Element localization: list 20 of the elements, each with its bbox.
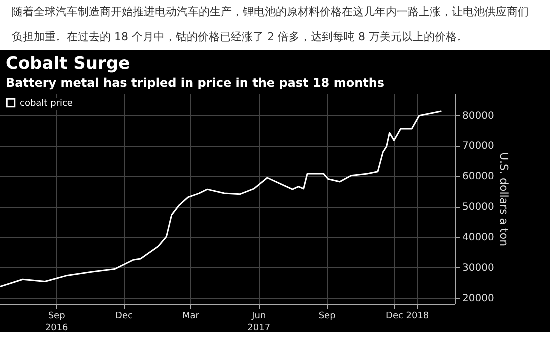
x-tick-label: Sep: [318, 312, 336, 322]
y-tick-label: 40000: [462, 232, 494, 244]
legend-label: cobalt price: [20, 99, 74, 109]
chart-title: Cobalt Surge: [6, 54, 130, 74]
text: 随着全球汽车制造商开始推进电动汽车的生产，锂电池的原材料价格在这几年内一路上涨，让电池供应商们负担加重。在过去的 18 个月中，钴的价格已经涨了 2 倍多，达到每吨 8 万美元以上的价格。: [12, 6, 529, 44]
x-tick-label: Jun 2017: [248, 312, 271, 334]
x-tick-label: Dec: [386, 312, 404, 322]
chart-subtitle: Battery metal has tripled in price in the past 18 months: [6, 76, 385, 90]
y-tick-label: 50000: [462, 202, 494, 214]
x-tick-label: Dec: [116, 312, 134, 322]
y-tick-label: 70000: [462, 141, 494, 152]
x-tick-label: Sep 2016: [45, 312, 69, 334]
x-tick-label: 2018: [406, 312, 430, 322]
y-tick-label: 80000: [462, 110, 494, 122]
y-tick-label: 60000: [462, 172, 494, 183]
x-tick-label: Mar: [182, 312, 200, 322]
y-tick-label: 30000: [462, 262, 494, 274]
y-tick-label: 20000: [462, 293, 494, 304]
y-axis-title: U.S. dollars a ton: [497, 152, 510, 247]
line-series: [0, 110, 442, 288]
